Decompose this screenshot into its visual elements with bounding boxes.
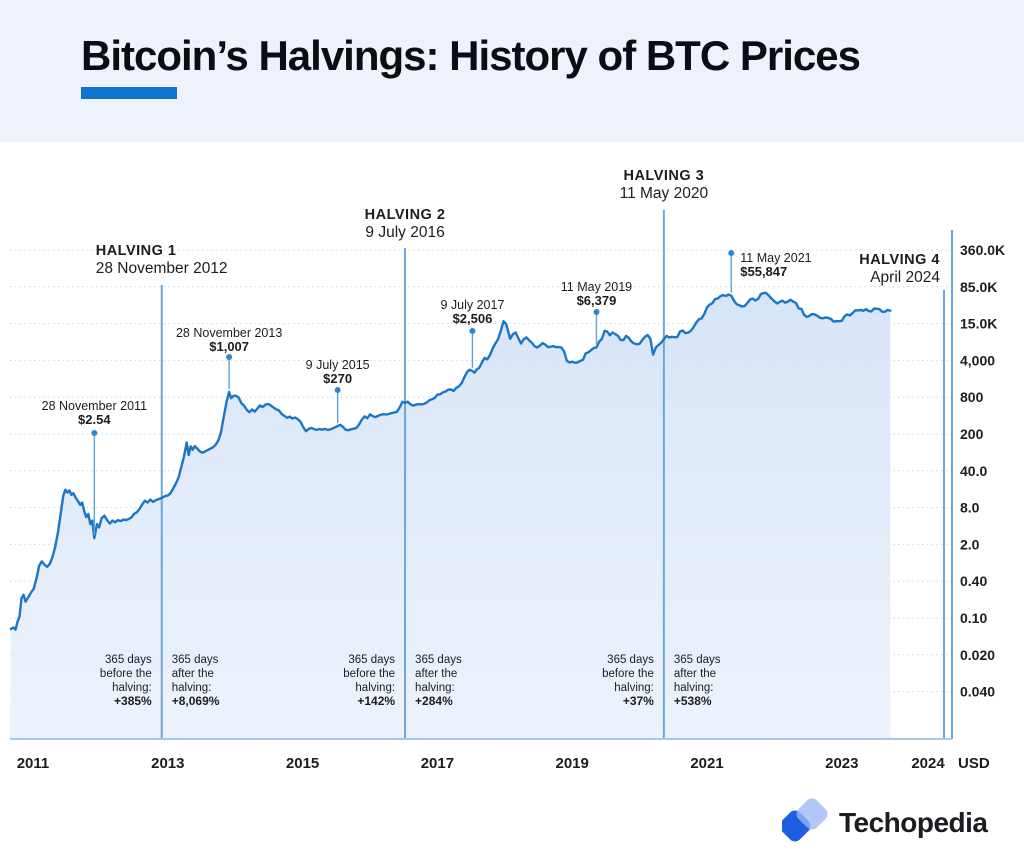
brand-name: Techopedia (839, 807, 988, 838)
title-accent-bar (81, 87, 177, 100)
price-curve (9, 291, 892, 631)
range-note-pct-before-2: +142% (357, 694, 395, 708)
y-tick-label: 0.10 (960, 610, 987, 626)
annotation-price-6: $55,847 (740, 264, 787, 279)
y-tick-label: 360.0K (960, 242, 1005, 258)
annotation-date-3: 9 July 2015 (306, 358, 370, 372)
x-tick-label: 2013 (151, 755, 184, 772)
halving-label-4: HALVING 4 (859, 252, 940, 268)
halving-label-3: HALVING 3 (623, 168, 704, 184)
range-note-before-1: halving: (112, 682, 152, 694)
range-note-before-2: halving: (355, 682, 395, 694)
techopedia-logo: Techopedia (782, 798, 989, 841)
y-tick-label: 200 (960, 426, 984, 442)
annotation-date-4: 9 July 2017 (440, 298, 504, 312)
area-fill (10, 292, 891, 739)
range-note-after-1: 365 days (172, 654, 219, 666)
range-note-pct-after-3: +538% (674, 694, 712, 708)
range-note-before-1: 365 days (105, 654, 152, 666)
annotation-date-5: 11 May 2019 (561, 280, 632, 294)
halving-label-2: HALVING 2 (365, 207, 446, 223)
annotation-date-2: 28 November 2013 (176, 326, 282, 340)
x-tick-label: 2015 (286, 755, 319, 772)
y-tick-label: 15.0K (960, 316, 997, 332)
range-note-pct-before-1: +385% (114, 694, 152, 708)
range-note-after-3: halving: (674, 682, 714, 694)
y-tick-label: 2.0 (960, 536, 980, 552)
annotation-marker-dot (593, 309, 600, 315)
annotation-price-1: $2.54 (78, 412, 111, 427)
header-banner: Bitcoin’s Halvings: History of BTC Price… (0, 0, 1024, 142)
x-tick-label: 2011 (17, 755, 50, 772)
range-note-after-3: after the (674, 668, 716, 680)
range-note-before-3: 365 days (607, 654, 654, 666)
annotation-marker-dot (469, 328, 476, 334)
annotation-date-6: 11 May 2021 (740, 251, 811, 265)
x-axis-unit-label: USD (958, 755, 990, 772)
range-note-after-2: halving: (415, 682, 455, 694)
y-tick-label: 85.0K (960, 279, 997, 295)
range-note-before-2: 365 days (348, 654, 395, 666)
range-note-before-3: halving: (614, 682, 654, 694)
range-note-before-2: before the (343, 668, 395, 680)
range-note-after-2: 365 days (415, 654, 462, 666)
range-note-after-2: after the (415, 668, 457, 680)
techopedia-logo-icon (782, 798, 828, 841)
range-note-after-1: after the (172, 668, 214, 680)
halving-label-1: HALVING 1 (96, 243, 177, 259)
annotation-price-4: $2,506 (453, 311, 493, 326)
y-tick-label: 0.040 (960, 684, 995, 700)
annotation-marker-dot (334, 387, 341, 393)
annotation-price-2: $1,007 (209, 339, 249, 354)
y-tick-label: 40.0 (960, 463, 987, 479)
halving-date-2: 9 July 2016 (365, 224, 444, 241)
page-title: Bitcoin’s Halvings: History of BTC Price… (81, 32, 861, 79)
y-tick-label: 4,000 (960, 352, 995, 368)
y-tick-label: 0.40 (960, 573, 987, 589)
annotation-date-1: 28 November 2011 (42, 399, 147, 413)
x-tick-label: 2023 (825, 755, 858, 772)
range-note-after-3: 365 days (674, 654, 721, 666)
x-tick-label: 2017 (421, 755, 454, 772)
annotation-marker-dot (91, 430, 98, 436)
y-tick-label: 800 (960, 389, 984, 405)
annotation-price-3: $270 (323, 371, 352, 386)
annotation-marker-dot (226, 354, 233, 360)
halving-date-1: 28 November 2012 (96, 260, 228, 277)
footer: Techopedia (0, 790, 1024, 855)
x-tick-label: 2021 (690, 755, 723, 772)
x-tick-label: 2019 (556, 755, 589, 772)
range-note-pct-after-2: +284% (415, 694, 453, 708)
halving-date-3: 11 May 2020 (620, 185, 709, 202)
range-note-pct-after-1: +8,069% (172, 694, 220, 708)
x-tick-label: 2024 (911, 755, 945, 772)
annotation-marker-dot (728, 250, 735, 256)
range-note-pct-before-3: +37% (623, 694, 654, 708)
y-tick-label: 8.0 (960, 500, 980, 516)
y-tick-label: 0.020 (960, 647, 995, 663)
annotation-price-5: $6,379 (577, 293, 617, 308)
range-note-before-1: before the (100, 668, 152, 680)
halving-date-4: April 2024 (870, 269, 940, 286)
range-note-before-3: before the (602, 668, 654, 680)
range-note-after-1: halving: (172, 682, 212, 694)
